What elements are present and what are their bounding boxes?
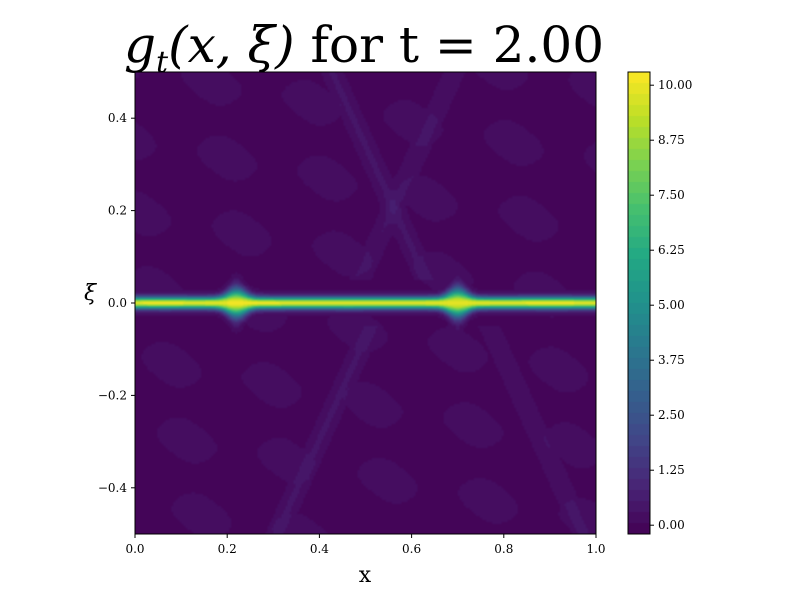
x-tick-label: 0.2	[218, 542, 237, 556]
chart-title: gt(x, ξ) for t = 2.00	[124, 16, 604, 80]
title-func: g	[124, 16, 156, 74]
y-tick-label: 0.4	[108, 111, 127, 125]
colorbar-tick-label: 3.75	[658, 353, 685, 367]
colorbar-tick-label: 5.00	[658, 298, 685, 312]
x-tick-label: 1.0	[586, 542, 605, 556]
colorbar-gradient	[628, 72, 650, 534]
y-axis-ticks: −0.4 −0.2 0.0 0.2 0.4	[98, 111, 135, 495]
colorbar-tick-label: 1.25	[658, 463, 685, 477]
y-tick-label: 0.0	[108, 296, 127, 310]
colorbar-tick-label: 2.50	[658, 408, 685, 422]
x-tick-label: 0.6	[402, 542, 421, 556]
x-tick-label: 0.0	[125, 542, 144, 556]
y-axis-label: ξ	[84, 281, 98, 306]
title-args: (x, ξ)	[168, 16, 295, 74]
colorbar-tick-label: 7.50	[658, 188, 685, 202]
colorbar-ticks: 0.00 1.25 2.50 3.75 5.00 6.25 7.50 8.75 10.00	[650, 78, 692, 532]
colorbar-tick-label: 0.00	[658, 518, 685, 532]
colorbar: 0.00 1.25 2.50 3.75 5.00 6.25 7.50 8.75 10.00	[627, 71, 692, 535]
colorbar-frame	[627, 71, 651, 535]
heatmap-field	[135, 72, 596, 534]
x-axis-ticks: 0.0 0.2 0.4 0.6 0.8 1.0	[125, 534, 606, 556]
y-tick-label: −0.2	[98, 388, 127, 402]
colorbar-tick-label: 10.00	[658, 78, 692, 92]
title-subscript: t	[156, 45, 169, 80]
y-tick-label: 0.2	[108, 204, 127, 218]
y-tick-label: −0.4	[98, 481, 128, 495]
x-axis-label: x	[359, 563, 372, 588]
x-tick-label: 0.8	[494, 542, 513, 556]
x-tick-label: 0.4	[310, 542, 329, 556]
plot-area	[134, 71, 597, 535]
colorbar-tick-label: 8.75	[658, 133, 685, 147]
title-rest: for t = 2.00	[295, 16, 604, 74]
colorbar-tick-label: 6.25	[658, 243, 685, 257]
